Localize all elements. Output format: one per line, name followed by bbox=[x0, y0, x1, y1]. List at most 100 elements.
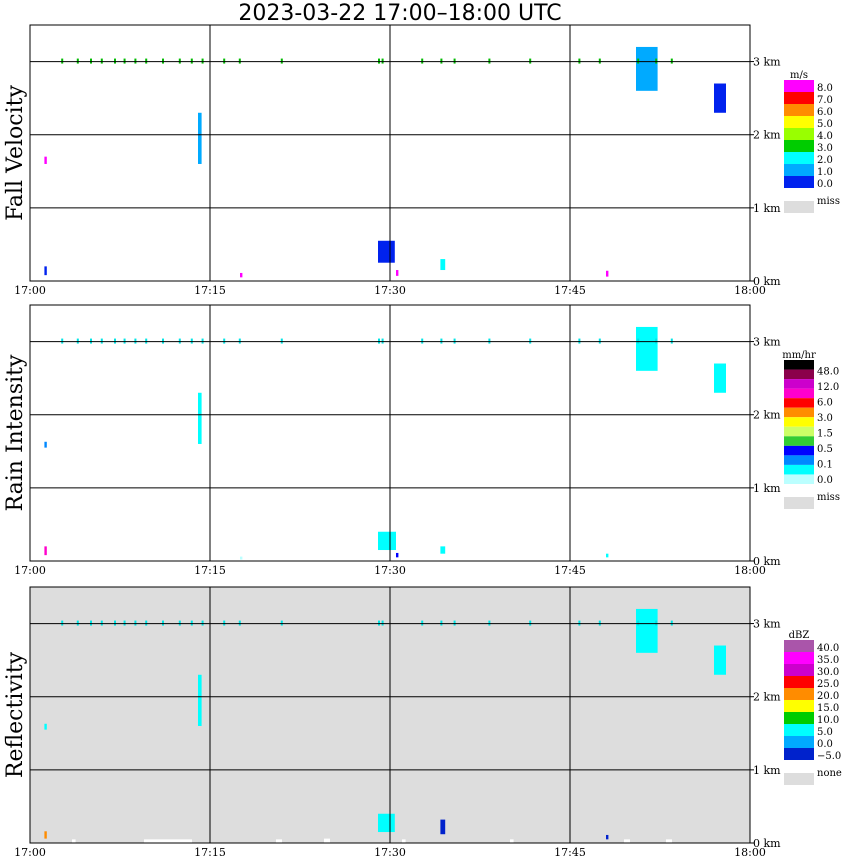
fall-velocity-xtick-label-3: 17:45 bbox=[554, 284, 586, 297]
fall-velocity-echo-2 bbox=[198, 112, 202, 164]
reflectivity-echo-4 bbox=[714, 645, 726, 675]
rain-intensity-ytick-label-2: 2 km bbox=[753, 409, 781, 422]
fall-velocity-ytick-label-2: 2 km bbox=[753, 129, 781, 142]
reflectivity-echo-10 bbox=[276, 839, 282, 843]
fall-velocity-ylabel: Fall Velocity bbox=[3, 85, 28, 221]
fall-velocity-xtick-label-4: 18:00 bbox=[734, 284, 766, 297]
rain-intensity-ytick-label-1: 1 km bbox=[753, 482, 781, 495]
fall-velocity-legend-label-5: 3.0 bbox=[817, 143, 833, 154]
rain-intensity-echo-9 bbox=[606, 553, 609, 558]
reflectivity-echo-6 bbox=[44, 831, 47, 839]
reflectivity-legend-swatch-6 bbox=[784, 712, 814, 724]
fall-velocity-xtick-label-2: 17:30 bbox=[374, 284, 406, 297]
reflectivity-echo-9 bbox=[72, 839, 76, 843]
rain-intensity-legend-label-5: 0.5 bbox=[817, 444, 833, 455]
fall-velocity-ytick-label-1: 1 km bbox=[753, 202, 781, 215]
rain-intensity-legend-swatch-2 bbox=[784, 379, 814, 389]
rain-intensity-legend-swatch-7 bbox=[784, 426, 814, 437]
rain-intensity-legend-unit: mm/hr bbox=[782, 350, 816, 361]
fall-velocity-legend-label-8: 0.0 bbox=[817, 179, 833, 190]
fall-velocity-legend-swatch-4 bbox=[784, 128, 814, 140]
fall-velocity-xtick-label-1: 17:15 bbox=[194, 284, 226, 297]
rain-intensity-frame bbox=[29, 304, 751, 562]
reflectivity-echo-15 bbox=[666, 839, 672, 843]
fall-velocity-legend-missing-label: miss bbox=[817, 196, 840, 207]
reflectivity-legend-label-8: 0.0 bbox=[817, 739, 833, 750]
reflectivity-xtick-label-4: 18:00 bbox=[734, 846, 766, 859]
fall-velocity-ytick-label-0: 0 km bbox=[753, 275, 781, 288]
rain-intensity-legend-swatch-12 bbox=[784, 474, 814, 484]
reflectivity-legend-swatch-5 bbox=[784, 700, 814, 712]
rain-intensity-echo-1 bbox=[440, 546, 446, 554]
fall-velocity-legend-swatch-6 bbox=[784, 152, 814, 164]
reflectivity-echo-5 bbox=[44, 723, 47, 730]
reflectivity-echo-11 bbox=[324, 838, 330, 843]
rain-intensity-legend-label-4: 1.5 bbox=[817, 429, 833, 440]
reflectivity-legend-unit: dBZ bbox=[789, 630, 810, 641]
reflectivity-legend-label-9: −5.0 bbox=[817, 751, 841, 762]
fall-velocity-frame bbox=[29, 24, 751, 282]
rain-intensity-echo-5 bbox=[44, 441, 47, 448]
rain-intensity-legend-swatch-9 bbox=[784, 445, 814, 456]
rain-intensity-legend-swatch-11 bbox=[784, 464, 814, 475]
fall-velocity-legend-missing-swatch bbox=[784, 201, 814, 213]
rain-intensity-ytick-label-0: 0 km bbox=[753, 555, 781, 568]
rain-intensity-legend-swatch-6 bbox=[784, 417, 814, 427]
rain-intensity-legend-label-3: 3.0 bbox=[817, 413, 833, 424]
reflectivity-legend-label-2: 30.0 bbox=[817, 667, 839, 678]
rain-intensity-legend-label-7: 0.0 bbox=[817, 475, 833, 486]
rain-intensity-xtick-label-4: 18:00 bbox=[734, 564, 766, 577]
fall-velocity-legend-label-0: 8.0 bbox=[817, 83, 833, 94]
fall-velocity-echo-8 bbox=[396, 270, 399, 276]
rain-intensity-echo-4 bbox=[714, 363, 726, 393]
reflectivity-legend-swatch-8 bbox=[784, 736, 814, 748]
rain-intensity-echo-3 bbox=[636, 326, 658, 371]
rain-intensity-legend-swatch-5 bbox=[784, 407, 814, 418]
reflectivity-echo-2 bbox=[198, 674, 202, 726]
reflectivity-legend-label-1: 35.0 bbox=[817, 655, 839, 666]
rain-intensity-legend-swatch-8 bbox=[784, 436, 814, 446]
rain-intensity-legend-label-2: 6.0 bbox=[817, 398, 833, 409]
reflectivity-legend-swatch-2 bbox=[784, 664, 814, 676]
fall-velocity-legend-label-7: 1.0 bbox=[817, 167, 833, 178]
rain-intensity-legend-swatch-10 bbox=[784, 455, 814, 465]
reflectivity-legend-label-5: 15.0 bbox=[817, 703, 839, 714]
reflectivity-legend-swatch-4 bbox=[784, 688, 814, 700]
reflectivity-legend-swatch-1 bbox=[784, 652, 814, 664]
fall-velocity-ytick-label-3: 3 km bbox=[753, 56, 781, 69]
fall-velocity-echo-6 bbox=[44, 266, 47, 276]
fall-velocity-echo-1 bbox=[440, 259, 446, 271]
reflectivity-echo-12 bbox=[402, 839, 406, 843]
fall-velocity-legend-label-6: 2.0 bbox=[817, 155, 833, 166]
fall-velocity-legend-label-2: 6.0 bbox=[817, 107, 833, 118]
rain-intensity-echo-7 bbox=[240, 556, 243, 560]
fall-velocity-echo-4 bbox=[714, 83, 726, 113]
fall-velocity-legend-swatch-3 bbox=[784, 116, 814, 128]
fall-velocity-echo-5 bbox=[44, 156, 47, 164]
rain-intensity-echo-0 bbox=[378, 531, 396, 551]
rain-intensity-legend-label-1: 12.0 bbox=[817, 382, 839, 393]
fall-velocity-xtick-label-0: 17:00 bbox=[14, 284, 46, 297]
reflectivity-xtick-label-3: 17:45 bbox=[554, 846, 586, 859]
reflectivity-xtick-label-1: 17:15 bbox=[194, 846, 226, 859]
fall-velocity-legend-swatch-8 bbox=[784, 176, 814, 188]
fall-velocity-legend-label-3: 5.0 bbox=[817, 119, 833, 130]
reflectivity-legend-swatch-0 bbox=[784, 640, 814, 652]
fall-velocity-echo-9 bbox=[606, 270, 609, 277]
reflectivity-legend-label-6: 10.0 bbox=[817, 715, 839, 726]
fall-velocity-legend-unit: m/s bbox=[790, 70, 808, 81]
reflectivity-legend-swatch-3 bbox=[784, 676, 814, 688]
rain-intensity-echo-8 bbox=[396, 552, 399, 558]
fall-velocity-legend-swatch-0 bbox=[784, 80, 814, 92]
rain-intensity-ytick-label-3: 3 km bbox=[753, 336, 781, 349]
reflectivity-echo-8 bbox=[144, 839, 192, 843]
reflectivity-ylabel: Reflectivity bbox=[3, 651, 28, 778]
reflectivity-xtick-label-0: 17:00 bbox=[14, 846, 46, 859]
reflectivity-ytick-label-3: 3 km bbox=[753, 618, 781, 631]
rain-intensity-xtick-label-1: 17:15 bbox=[194, 564, 226, 577]
reflectivity-legend-label-7: 5.0 bbox=[817, 727, 833, 738]
rain-intensity-legend-swatch-0 bbox=[784, 360, 814, 370]
chart-title: 2023-03-22 17:00–18:00 UTC bbox=[238, 1, 562, 26]
rain-intensity-legend-swatch-4 bbox=[784, 398, 814, 408]
reflectivity-legend-swatch-9 bbox=[784, 748, 814, 760]
